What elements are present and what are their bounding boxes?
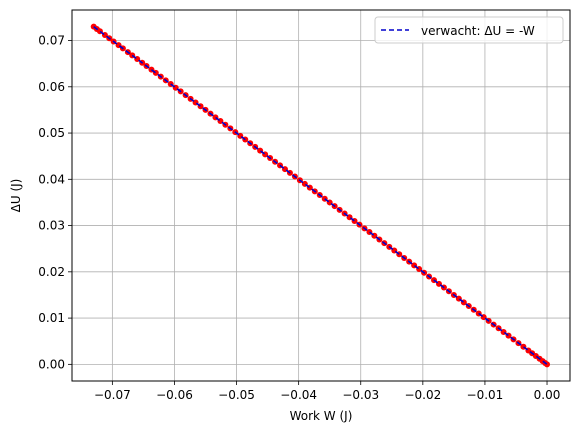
x-tick-label: −0.01 — [467, 388, 504, 402]
plot-area — [90, 23, 551, 368]
x-tick-label: 0.00 — [534, 388, 561, 402]
x-tick-label: −0.02 — [404, 388, 441, 402]
legend-box — [374, 16, 564, 44]
y-axis-label: ΔU (J) — [9, 179, 23, 213]
x-tick-label: −0.07 — [94, 388, 131, 402]
x-tick-label: −0.05 — [218, 388, 255, 402]
x-axis-label: Work W (J) — [290, 409, 353, 423]
y-tick-label: 0.03 — [38, 219, 65, 233]
y-tick-label: 0.07 — [38, 34, 65, 48]
grid — [72, 10, 570, 381]
ticks: −0.07 −0.06 −0.05 −0.04 −0.03 −0.02 −0.01 0.00 0… — [38, 34, 560, 402]
x-tick-label: −0.03 — [342, 388, 379, 402]
y-tick-label: 0.04 — [38, 172, 65, 186]
expected-line — [93, 26, 548, 365]
x-tick-label: −0.04 — [280, 388, 317, 402]
x-tick-label: −0.06 — [156, 388, 193, 402]
legend: verwacht: ΔU = -W — [374, 16, 564, 44]
y-tick-label: 0.01 — [38, 311, 65, 325]
axes-frame — [71, 9, 571, 382]
y-tick-label: 0.02 — [38, 265, 65, 279]
legend-label: verwacht: ΔU = -W — [421, 24, 535, 38]
y-tick-label: 0.00 — [38, 357, 65, 371]
y-tick-label: 0.05 — [38, 126, 65, 140]
y-tick-label: 0.06 — [38, 80, 65, 94]
